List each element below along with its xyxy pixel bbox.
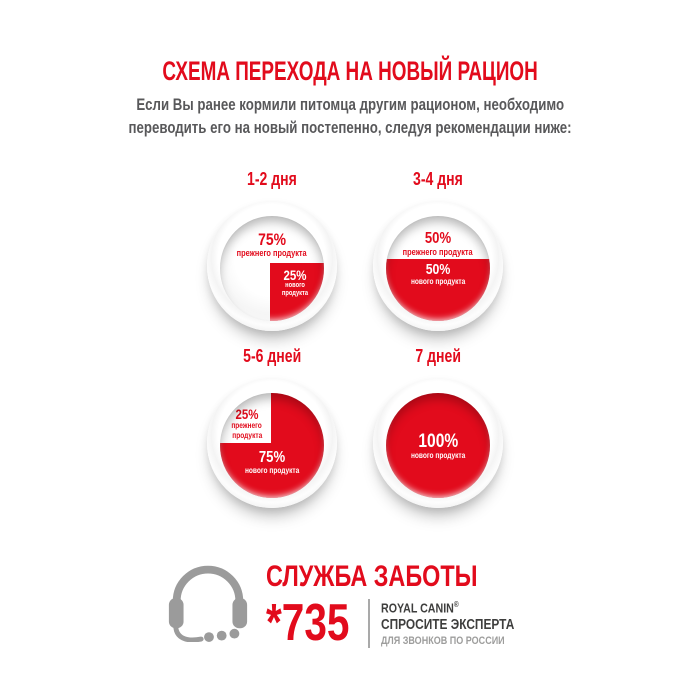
pie-chart-step-2: 50% прежнего продукта 50% нового продукт… <box>386 216 490 321</box>
ask-expert-label: СПРОСИТЕ ЭКСПЕРТА <box>381 617 515 634</box>
new-product-text: 75% нового продукта <box>244 448 300 475</box>
care-service-block: СЛУЖБА ЗАБОТЫ *735 ROYAL CANIN® СПРОСИТЕ… <box>4 552 700 649</box>
pie-chart-step-1: 75% прежнего продукта 25% нового продукт… <box>220 216 324 321</box>
bowl-step-1: 75% прежнего продукта 25% нового продукт… <box>207 201 337 331</box>
care-service-title: СЛУЖБА ЗАБОТЫ <box>266 560 478 593</box>
pie-chart-step-3: 25% прежнего продукта 75% нового продукт… <box>220 393 324 498</box>
new-product-full-100 <box>386 393 490 498</box>
transition-steps-grid: 1-2 дня 75% прежнего продукта 25% нового… <box>5 170 700 508</box>
step-2-day-label: 3-4 дня <box>413 169 463 189</box>
step-3-day-label: 5-6 дней <box>242 346 302 366</box>
registered-mark: ® <box>454 600 459 609</box>
step-4-day-label: 7 дней <box>415 346 461 366</box>
care-phone-number: *735 <box>266 594 350 653</box>
subtitle-line-2: переводить его на новый постепенно, след… <box>128 118 572 137</box>
new-product-half-50 <box>386 259 490 321</box>
pie-chart-step-4: 100% нового продукта <box>386 393 490 498</box>
bowl-step-2: 50% прежнего продукта 50% нового продукт… <box>373 201 503 331</box>
brand-name: ROYAL CANIN® <box>381 600 459 616</box>
mic-dot-3 <box>229 628 240 639</box>
new-product-text: 50% нового продукта <box>410 261 466 287</box>
new-product-text: 100% нового продукта <box>410 430 466 460</box>
transition-step-1: 1-2 дня 75% прежнего продукта 25% нового… <box>189 170 355 331</box>
page-subtitle: Если Вы ранее кормили питомца другим рац… <box>0 93 700 139</box>
old-product-text: 25% прежнего продукта <box>231 405 263 440</box>
headset-band <box>173 565 244 616</box>
vertical-divider <box>368 598 371 648</box>
transition-step-2: 3-4 дня 50% прежнего продукта 50% нового… <box>355 170 521 331</box>
bowl-step-3: 25% прежнего продукта 75% нового продукт… <box>207 378 337 508</box>
expert-text-block: ROYAL CANIN® СПРОСИТЕ ЭКСПЕРТА ДЛЯ ЗВОНК… <box>381 597 544 649</box>
headset-icon <box>169 565 248 642</box>
transition-step-3: 5-6 дней 25% прежнего продукта 75% новог… <box>189 347 355 508</box>
new-product-wedge-25 <box>269 263 324 321</box>
bowl-step-4: 100% нового продукта <box>373 378 503 508</box>
subtitle-line-1: Если Вы ранее кормили питомца другим рац… <box>136 95 564 114</box>
care-phone-row: *735 ROYAL CANIN® СПРОСИТЕ ЭКСПЕРТА ДЛЯ … <box>266 597 544 649</box>
care-service-text: СЛУЖБА ЗАБОТЫ *735 ROYAL CANIN® СПРОСИТЕ… <box>266 552 544 650</box>
headset-mic-boom <box>173 622 204 642</box>
old-product-text: 75% прежнего продукта <box>237 229 307 258</box>
step-1-day-label: 1-2 дня <box>247 169 297 189</box>
page-title: СХЕМА ПЕРЕХОДА НА НОВЫЙ РАЦИОН <box>162 56 538 86</box>
calls-note: ДЛЯ ЗВОНКОВ ПО РОССИИ <box>381 635 505 648</box>
header: СХЕМА ПЕРЕХОДА НА НОВЫЙ РАЦИОН Если Вы р… <box>0 0 700 139</box>
new-product-wedge-75-right <box>270 393 324 444</box>
mic-dot-2 <box>217 630 227 641</box>
old-product-text: 50% прежнего продукта <box>403 229 473 257</box>
transition-step-4: 7 дней 100% нового продукта <box>355 347 521 508</box>
headset-right-earcup <box>232 597 248 629</box>
mic-dot-1 <box>204 632 215 642</box>
new-product-wedge-75-bottom <box>220 443 324 498</box>
headset-left-earcup <box>169 597 184 629</box>
new-product-text: 25% нового продукта <box>282 267 309 298</box>
